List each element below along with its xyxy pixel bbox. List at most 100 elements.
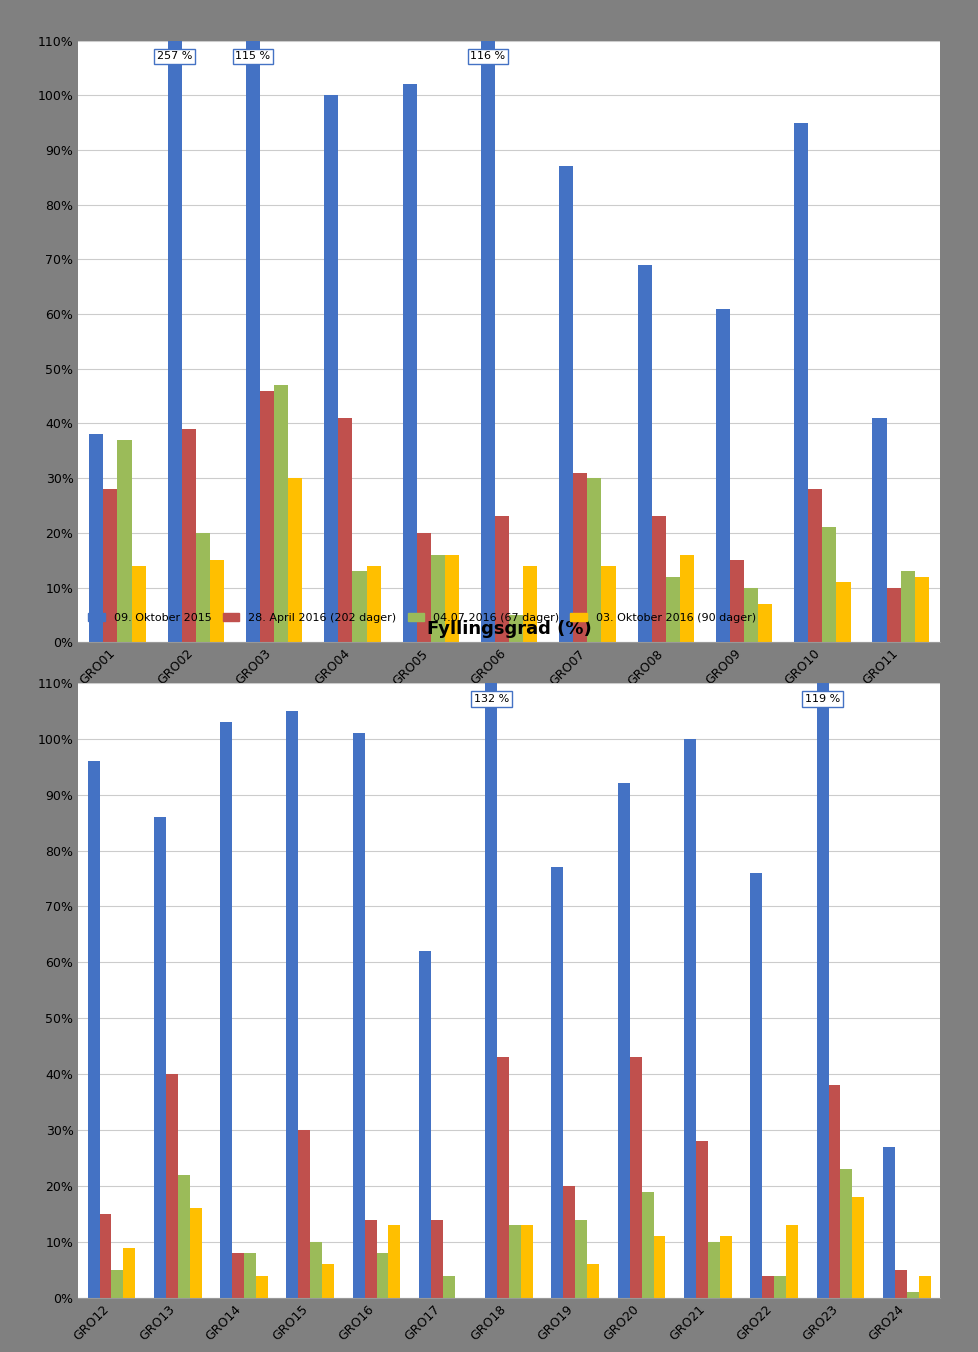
Bar — [196, 533, 209, 642]
Bar — [882, 1146, 894, 1298]
Bar — [178, 1175, 190, 1298]
Bar — [232, 1253, 244, 1298]
Bar — [835, 581, 850, 642]
Bar — [260, 391, 274, 642]
Bar — [419, 952, 430, 1298]
Bar — [573, 473, 587, 642]
Legend: 09. Oktober 2015, 28. April 2016 (202 dager), 04.07.2016 (67 dager), 03. Oktober: 09. Oktober 2015, 28. April 2016 (202 da… — [84, 608, 760, 627]
Bar — [324, 95, 338, 642]
Bar — [906, 1293, 917, 1298]
Bar — [288, 479, 302, 642]
Bar — [774, 1275, 785, 1298]
Bar — [600, 565, 615, 642]
Title: Fyllingsgrad (%): Fyllingsgrad (%) — [426, 621, 591, 638]
Bar — [913, 576, 928, 642]
Bar — [719, 1236, 731, 1298]
Bar — [444, 554, 459, 642]
Text: 119 %: 119 % — [804, 694, 839, 704]
Bar — [497, 1057, 509, 1298]
Bar — [388, 1225, 400, 1298]
Bar — [757, 604, 772, 642]
Bar — [245, 41, 260, 642]
Bar — [679, 554, 693, 642]
Bar — [509, 615, 522, 642]
Bar — [117, 439, 131, 642]
Bar — [485, 683, 497, 1298]
Bar — [641, 1191, 653, 1298]
Bar — [298, 1130, 310, 1298]
Bar — [651, 516, 665, 642]
Bar — [100, 1214, 111, 1298]
Bar — [154, 817, 165, 1298]
Bar — [900, 571, 913, 642]
Bar — [520, 1225, 532, 1298]
Bar — [558, 166, 573, 642]
Bar — [665, 576, 679, 642]
Bar — [430, 1220, 442, 1298]
Bar — [587, 1264, 599, 1298]
Bar — [587, 479, 600, 642]
Bar — [886, 588, 900, 642]
Text: 115 %: 115 % — [235, 51, 270, 61]
Bar — [684, 738, 695, 1298]
Bar — [352, 571, 366, 642]
Bar — [89, 434, 104, 642]
Bar — [123, 1248, 135, 1298]
Bar — [111, 1270, 123, 1298]
Bar — [495, 516, 509, 642]
Bar — [287, 711, 298, 1298]
Bar — [617, 783, 629, 1298]
Bar — [917, 1275, 930, 1298]
Bar — [190, 1209, 201, 1298]
Bar — [377, 1253, 388, 1298]
Bar — [352, 733, 364, 1298]
Bar — [131, 565, 146, 642]
Bar — [894, 1270, 906, 1298]
Bar — [563, 1186, 575, 1298]
Bar — [762, 1275, 774, 1298]
Bar — [165, 1075, 178, 1298]
Bar — [430, 554, 444, 642]
Bar — [785, 1225, 797, 1298]
Bar — [575, 1220, 587, 1298]
Bar — [822, 527, 835, 642]
Bar — [509, 1225, 520, 1298]
Bar — [338, 418, 352, 642]
Bar — [793, 123, 808, 642]
Bar — [852, 1198, 864, 1298]
Bar — [167, 41, 182, 642]
Bar — [653, 1236, 665, 1298]
Bar — [417, 533, 430, 642]
Bar — [255, 1275, 268, 1298]
Bar — [442, 1275, 454, 1298]
Bar — [730, 560, 743, 642]
Bar — [629, 1057, 641, 1298]
Bar — [182, 429, 196, 642]
Bar — [871, 418, 886, 642]
Bar — [220, 722, 232, 1298]
Bar — [366, 565, 380, 642]
Bar — [209, 560, 224, 642]
Text: 116 %: 116 % — [469, 51, 505, 61]
Bar — [322, 1264, 333, 1298]
Bar — [715, 308, 730, 642]
Bar — [274, 385, 288, 642]
Bar — [695, 1141, 707, 1298]
Bar — [827, 1086, 839, 1298]
Bar — [87, 761, 100, 1298]
Bar — [637, 265, 651, 642]
Bar — [749, 873, 762, 1298]
Bar — [522, 565, 537, 642]
Bar — [839, 1169, 852, 1298]
Bar — [244, 1253, 255, 1298]
Bar — [551, 868, 563, 1298]
Text: 257 %: 257 % — [156, 51, 192, 61]
Bar — [310, 1242, 322, 1298]
Bar — [743, 588, 757, 642]
Bar — [480, 41, 495, 642]
Bar — [104, 489, 117, 642]
Bar — [808, 489, 822, 642]
Text: 132 %: 132 % — [473, 694, 509, 704]
Bar — [707, 1242, 719, 1298]
Bar — [364, 1220, 377, 1298]
